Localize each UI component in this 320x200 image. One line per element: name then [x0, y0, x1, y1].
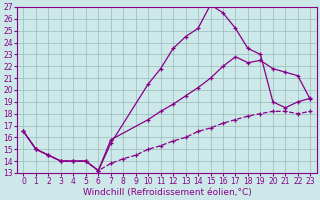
X-axis label: Windchill (Refroidissement éolien,°C): Windchill (Refroidissement éolien,°C) [83, 188, 251, 197]
